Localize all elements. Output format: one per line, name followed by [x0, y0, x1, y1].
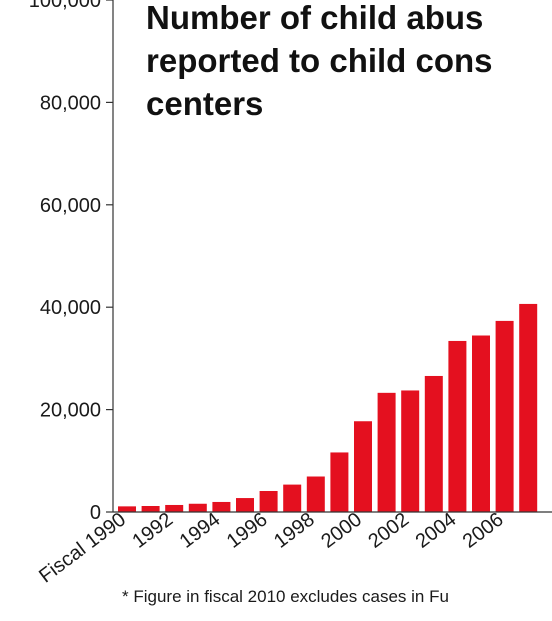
- bar: [118, 506, 136, 512]
- bars: [118, 303, 538, 512]
- bar: [141, 506, 160, 512]
- x-tick-label: 1992: [128, 508, 177, 552]
- x-tick-label: Fiscal 1990: [35, 508, 130, 587]
- x-axis: Fiscal 199019921994199619982000200220042…: [35, 508, 552, 588]
- y-tick-label: 20,000: [40, 400, 101, 422]
- x-tick-label: 1998: [270, 508, 319, 552]
- bar: [165, 504, 184, 512]
- bar: [236, 498, 254, 512]
- y-tick-label: 0: [90, 502, 101, 524]
- y-tick-label: 100,000: [29, 0, 101, 12]
- y-tick-label: 60,000: [40, 195, 101, 217]
- x-tick-label: 2002: [364, 508, 413, 552]
- bar: [448, 340, 467, 512]
- x-tick-label: 1996: [223, 508, 272, 552]
- x-tick-label: 1994: [176, 508, 225, 552]
- y-tick-label: 40,000: [40, 297, 101, 319]
- bar: [212, 501, 231, 512]
- chart-title: Number of child abus reported to child c…: [146, 0, 493, 122]
- x-tick-label: 2000: [317, 508, 366, 552]
- x-tick-label: 2006: [459, 508, 508, 552]
- chart-title-line-1: Number of child abus: [146, 0, 483, 36]
- chart-title-line-3: centers: [146, 85, 263, 122]
- bar: [472, 335, 490, 512]
- x-tick-label: 2004: [412, 508, 461, 552]
- bar: [354, 421, 372, 512]
- chart-footnote: * Figure in fiscal 2010 excludes cases i…: [122, 587, 449, 606]
- chart-title-line-2: reported to child cons: [146, 42, 493, 79]
- bar: [306, 476, 325, 512]
- bar: [188, 503, 207, 512]
- bar: [330, 452, 349, 512]
- bar: [495, 320, 514, 512]
- bar: [519, 303, 538, 512]
- y-tick-label: 80,000: [40, 92, 101, 114]
- y-axis: 0 20,000 40,000 60,000 80,000 100,000: [29, 0, 114, 524]
- bar: [377, 392, 396, 512]
- bar: [259, 490, 278, 512]
- bar: [401, 390, 420, 512]
- bar: [283, 484, 302, 512]
- bar: [424, 375, 443, 512]
